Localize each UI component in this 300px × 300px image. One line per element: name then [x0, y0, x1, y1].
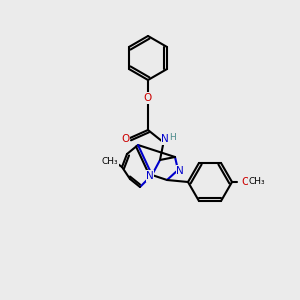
Text: N: N: [161, 134, 169, 144]
Text: O: O: [242, 177, 250, 187]
Text: O: O: [121, 134, 129, 144]
Text: N: N: [146, 171, 154, 181]
Text: H: H: [169, 133, 176, 142]
Text: CH₃: CH₃: [249, 178, 265, 187]
Text: CH₃: CH₃: [102, 157, 118, 166]
Text: N: N: [176, 166, 184, 176]
Text: O: O: [144, 93, 152, 103]
